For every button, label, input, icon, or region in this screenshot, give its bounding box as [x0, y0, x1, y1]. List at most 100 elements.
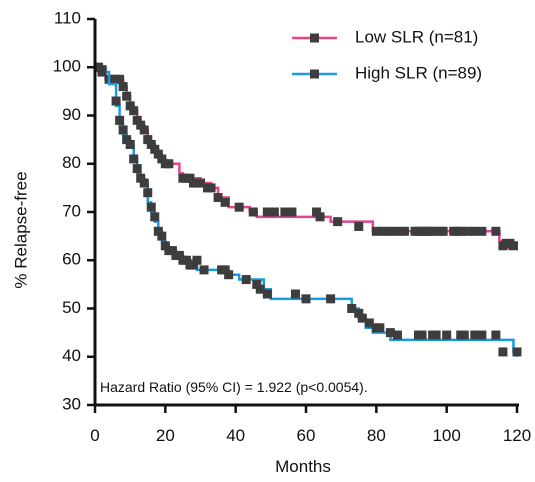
censor-mark — [459, 330, 469, 340]
censor-mark — [115, 74, 125, 84]
x-tick-label: 120 — [503, 426, 531, 445]
censor-mark — [115, 115, 125, 125]
censor-mark — [157, 231, 167, 241]
censor-mark — [136, 120, 146, 130]
censor-mark — [224, 270, 234, 280]
y-tick-label: 110 — [54, 8, 81, 27]
censor-mark — [181, 255, 191, 265]
y-tick-label: 80 — [62, 153, 81, 172]
censor-mark — [213, 193, 223, 203]
censor-mark — [333, 217, 343, 227]
censor-mark — [262, 207, 272, 217]
censor-mark — [252, 279, 262, 289]
x-axis-title: Months — [275, 457, 331, 476]
legend-censor-mark — [310, 69, 319, 79]
censor-mark — [122, 91, 132, 101]
censor-mark — [354, 308, 364, 318]
axes: 30 40 50 60 70 80 90 100 110 0 20 40 60 80 100 120 — [53, 8, 532, 445]
censor-mark — [199, 265, 209, 275]
censor-mark — [269, 207, 279, 217]
censor-mark — [417, 330, 427, 340]
censor-mark — [139, 178, 149, 188]
censor-mark — [97, 65, 107, 75]
censor-mark — [371, 226, 381, 236]
censor-mark — [150, 212, 160, 222]
censor-mark — [150, 144, 160, 154]
censor-mark — [364, 318, 374, 328]
survival-curve-high-slr — [95, 66, 519, 357]
y-tick-label: 30 — [62, 394, 81, 413]
censor-mark — [174, 250, 184, 260]
x-tick-label: 20 — [156, 426, 175, 445]
y-tick-label: 70 — [62, 201, 81, 220]
censor-mark — [206, 183, 216, 193]
censor-mark — [153, 226, 163, 236]
x-tick-label: 60 — [297, 426, 316, 445]
censor-mark — [385, 226, 395, 236]
censor-mark — [132, 115, 142, 125]
legend-item: High SLR (n=89) — [292, 63, 482, 82]
legend-label: Low SLR (n=81) — [355, 27, 478, 46]
censor-mark — [139, 125, 149, 135]
censor-mark — [167, 246, 177, 256]
censor-mark — [196, 178, 205, 188]
censor-mark — [438, 226, 448, 236]
censor-mark — [375, 323, 385, 333]
censor-mark — [129, 106, 139, 116]
legend-censor-mark — [310, 33, 319, 43]
censor-mark — [428, 226, 438, 236]
censor-mark — [160, 241, 170, 251]
censor-mark — [192, 255, 202, 265]
censor-mark — [111, 96, 121, 106]
censor-mark — [347, 304, 357, 313]
censor-mark — [280, 207, 290, 217]
censor-mark — [220, 197, 230, 207]
x-tick-label: 40 — [226, 426, 245, 445]
legend: Low SLR (n=81) High SLR (n=89) — [292, 27, 482, 82]
censor-mark — [354, 221, 364, 231]
censor-mark — [498, 347, 508, 357]
censor-mark — [508, 241, 518, 251]
censor-mark — [220, 265, 230, 275]
censor-mark — [357, 313, 367, 323]
censor-mark — [392, 330, 402, 340]
censor-mark — [132, 164, 142, 174]
censor-mark — [385, 328, 395, 338]
legend-label: High SLR (n=89) — [355, 63, 482, 82]
censor-mark — [234, 202, 244, 212]
censor-mark — [326, 294, 336, 304]
censor-mark — [118, 82, 128, 92]
censor-mark — [125, 101, 135, 111]
censor-mark — [491, 330, 501, 340]
censor-mark — [143, 188, 153, 198]
censor-mark — [157, 154, 167, 164]
y-tick-label: 60 — [62, 250, 81, 269]
censor-mark — [118, 125, 128, 135]
x-tick-label: 0 — [90, 426, 99, 445]
x-tick-label: 100 — [432, 426, 460, 445]
censor-mark — [248, 207, 258, 217]
censor-mark — [512, 347, 522, 357]
censor-mark — [315, 212, 325, 222]
censor-mark — [287, 207, 297, 217]
censor-mark — [431, 330, 441, 340]
hazard-ratio-annotation: Hazard Ratio (95% CI) = 1.922 (p<0.0054)… — [100, 379, 368, 395]
censor-mark — [477, 226, 487, 236]
y-tick-label: 40 — [62, 346, 81, 365]
censor-mark — [188, 260, 198, 270]
censor-mark — [491, 226, 501, 236]
censor-mark — [392, 226, 402, 236]
y-tick-label: 100 — [53, 57, 81, 76]
censor-mark — [125, 139, 135, 149]
censor-mark — [164, 159, 174, 169]
censor-mark — [255, 284, 265, 294]
censor-mark — [241, 275, 251, 285]
legend-item: Low SLR (n=81) — [292, 27, 478, 46]
censor-mark — [153, 149, 163, 159]
y-axis-title: % Relapse-free — [11, 171, 30, 288]
y-tick-label: 90 — [62, 105, 81, 124]
censor-mark — [143, 135, 153, 145]
y-tick-label: 50 — [62, 298, 81, 317]
censor-mark — [456, 226, 466, 236]
censor-mark — [442, 330, 452, 340]
